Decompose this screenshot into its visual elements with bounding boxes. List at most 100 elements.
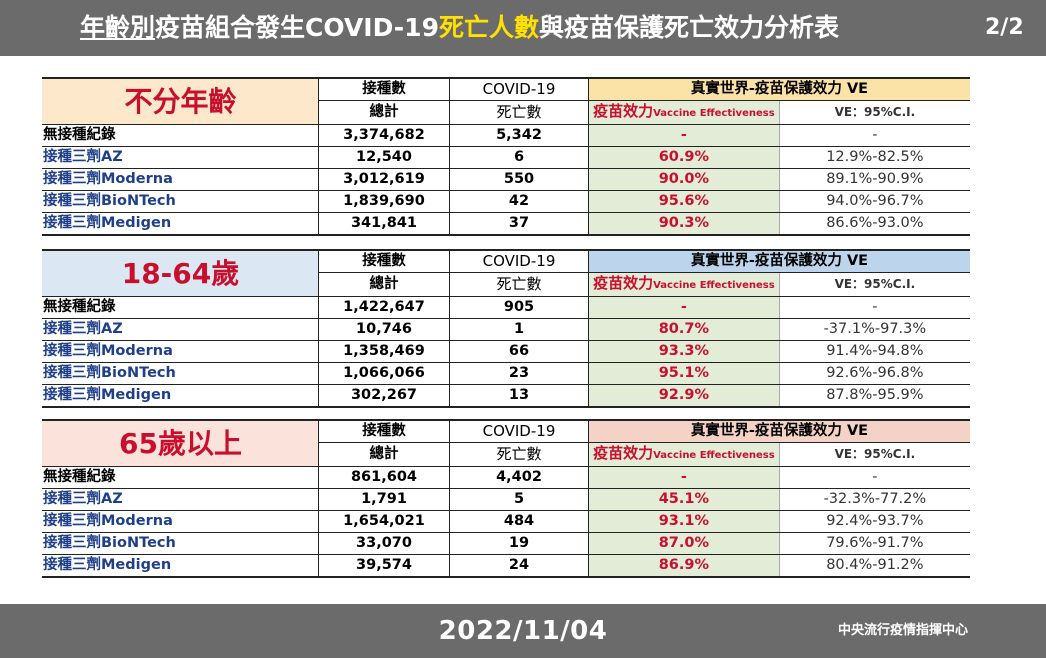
table-row: 接種三劑BioNTech 33,070 19 87.0% 79.6%-91.7% <box>42 532 970 555</box>
ve-value: 45.1% <box>588 488 780 511</box>
title-vaccine-part: 疫苗組合發生COVID-19 <box>155 13 439 42</box>
doses-header-top: 接種數 <box>318 249 450 273</box>
vaccine-name: 無接種紀錄 <box>42 124 319 147</box>
table-row: 接種三劑AZ 12,540 6 60.9% 12.9%-82.5% <box>42 146 970 169</box>
doses-value: 3,012,619 <box>318 168 450 191</box>
ci-value: 87.8%-95.9% <box>778 384 970 408</box>
ve-value: 92.9% <box>588 384 780 408</box>
vaccine-name: 接種三劑AZ <box>42 146 319 169</box>
ve-header: 疫苗效力Vaccine Effectiveness <box>588 442 780 467</box>
vaccine-name: 接種三劑Medigen <box>42 212 319 236</box>
ve-value: 87.0% <box>588 532 780 555</box>
doses-value: 1,358,469 <box>318 340 450 363</box>
vaccine-table-group: 18-64歲 接種數 COVID-19 真實世界-疫苗保護效力 VE 總計 死亡數 疫苗效力… <box>42 249 970 408</box>
ci-value: - <box>778 296 970 319</box>
doses-value: 1,839,690 <box>318 190 450 213</box>
deaths-value: 13 <box>449 384 589 408</box>
vaccine-name: 接種三劑Medigen <box>42 554 319 578</box>
ve-value: - <box>588 124 780 147</box>
vaccine-name: 無接種紀錄 <box>42 296 319 319</box>
doses-value: 861,604 <box>318 466 450 489</box>
ci-value: 12.9%-82.5% <box>778 146 970 169</box>
ve-value: 95.6% <box>588 190 780 213</box>
ci-value: 86.6%-93.0% <box>778 212 970 236</box>
deaths-header-top: COVID-19 <box>449 77 589 101</box>
table-row: 接種三劑BioNTech 1,839,690 42 95.6% 94.0%-96.7% <box>42 190 970 213</box>
doses-value: 302,267 <box>318 384 450 408</box>
doses-header-bottom: 總計 <box>318 442 450 467</box>
deaths-header-bottom: 死亡數 <box>449 442 589 467</box>
ci-value: - <box>778 466 970 489</box>
deaths-header-top: COVID-19 <box>449 249 589 273</box>
deaths-value: 4,402 <box>449 466 589 489</box>
ve-label-en: Vaccine Effectiveness <box>653 108 775 119</box>
deaths-value: 24 <box>449 554 589 578</box>
vaccine-name: 接種三劑Moderna <box>42 168 319 191</box>
ci-value: 91.4%-94.8% <box>778 340 970 363</box>
doses-value: 1,422,647 <box>318 296 450 319</box>
ve-section-title: 真實世界-疫苗保護效力 VE <box>588 249 970 273</box>
doses-value: 3,374,682 <box>318 124 450 147</box>
footer-bar: 2022/11/04 中央流行疫情指揮中心 <box>0 604 1046 658</box>
ve-label-en: Vaccine Effectiveness <box>653 450 775 461</box>
doses-value: 341,841 <box>318 212 450 236</box>
doses-value: 10,746 <box>318 318 450 341</box>
ve-value: 93.3% <box>588 340 780 363</box>
ve-value: 93.1% <box>588 510 780 533</box>
ve-header: 疫苗效力Vaccine Effectiveness <box>588 272 780 297</box>
table-row: 無接種紀錄 861,604 4,402- - <box>42 466 970 489</box>
vaccine-name: 接種三劑Medigen <box>42 384 319 408</box>
ci-value: -37.1%-97.3% <box>778 318 970 341</box>
vaccine-name: 接種三劑AZ <box>42 488 319 511</box>
ve-value: 90.0% <box>588 168 780 191</box>
ci-value: 79.6%-91.7% <box>778 532 970 555</box>
deaths-value: 905 <box>449 296 589 319</box>
table-row: 接種三劑Medigen 302,267 13 92.9% 87.8%-95.9% <box>42 384 970 408</box>
table-row: 接種三劑Medigen 341,841 37 90.3% 86.6%-93.0% <box>42 212 970 236</box>
deaths-value: 42 <box>449 190 589 213</box>
vaccine-name: 接種三劑BioNTech <box>42 190 319 213</box>
doses-value: 1,791 <box>318 488 450 511</box>
title-analysis-part: 與疫苗保護死亡效力分析表 <box>539 13 840 42</box>
table-row: 接種三劑AZ 1,791 5 45.1% -32.3%-77.2% <box>42 488 970 511</box>
vaccine-table-group: 65歲以上 接種數 COVID-19 真實世界-疫苗保護效力 VE 總計 死亡數 疫苗效力V… <box>42 419 970 578</box>
deaths-value: 19 <box>449 532 589 555</box>
title-age-part: 年齡別 <box>80 13 156 42</box>
vaccine-table-group: 不分年齡 接種數 COVID-19 真實世界-疫苗保護效力 VE 總計 死亡數 疫苗效力Va… <box>42 77 970 236</box>
page-number: 2/2 <box>985 15 1024 40</box>
ve-value: 80.7% <box>588 318 780 341</box>
ci-header: VE：95%C.I. <box>778 272 970 297</box>
ci-header: VE：95%C.I. <box>778 442 970 467</box>
deaths-header-bottom: 死亡數 <box>449 272 589 297</box>
doses-value: 12,540 <box>318 146 450 169</box>
ci-value: - <box>778 124 970 147</box>
ci-value: 80.4%-91.2% <box>778 554 970 578</box>
vaccine-name: 接種三劑BioNTech <box>42 362 319 385</box>
page-title: 年齡別疫苗組合發生COVID-19死亡人數與疫苗保護死亡效力分析表 <box>80 0 839 56</box>
ve-value: 60.9% <box>588 146 780 169</box>
deaths-value: 23 <box>449 362 589 385</box>
title-deaths-part: 死亡人數 <box>438 13 539 42</box>
ve-section-title: 真實世界-疫苗保護效力 VE <box>588 77 970 101</box>
table-row: 無接種紀錄 1,422,647 905- - <box>42 296 970 319</box>
table-row: 接種三劑Moderna 3,012,619 550 90.0% 89.1%-90.9% <box>42 168 970 191</box>
ci-header: VE：95%C.I. <box>778 100 970 125</box>
doses-header-bottom: 總計 <box>318 100 450 125</box>
deaths-value: 6 <box>449 146 589 169</box>
ve-value: - <box>588 296 780 319</box>
vaccine-name: 接種三劑BioNTech <box>42 532 319 555</box>
deaths-value: 1 <box>449 318 589 341</box>
ve-value: 90.3% <box>588 212 780 236</box>
table-row: 接種三劑AZ 10,746 1 80.7% -37.1%-97.3% <box>42 318 970 341</box>
table-row: 接種三劑BioNTech 1,066,066 23 95.1% 92.6%-96.8% <box>42 362 970 385</box>
vaccine-name: 接種三劑AZ <box>42 318 319 341</box>
report-date: 2022/11/04 <box>438 616 608 646</box>
table-row: 接種三劑Moderna 1,654,021 484 93.1% 92.4%-93.7% <box>42 510 970 533</box>
organization-name: 中央流行疫情指揮中心 <box>838 623 969 638</box>
deaths-value: 5 <box>449 488 589 511</box>
doses-header-top: 接種數 <box>318 419 450 443</box>
doses-value: 1,066,066 <box>318 362 450 385</box>
ci-value: -32.3%-77.2% <box>778 488 970 511</box>
vaccine-name: 接種三劑Moderna <box>42 340 319 363</box>
group-title: 不分年齡 <box>42 77 319 125</box>
